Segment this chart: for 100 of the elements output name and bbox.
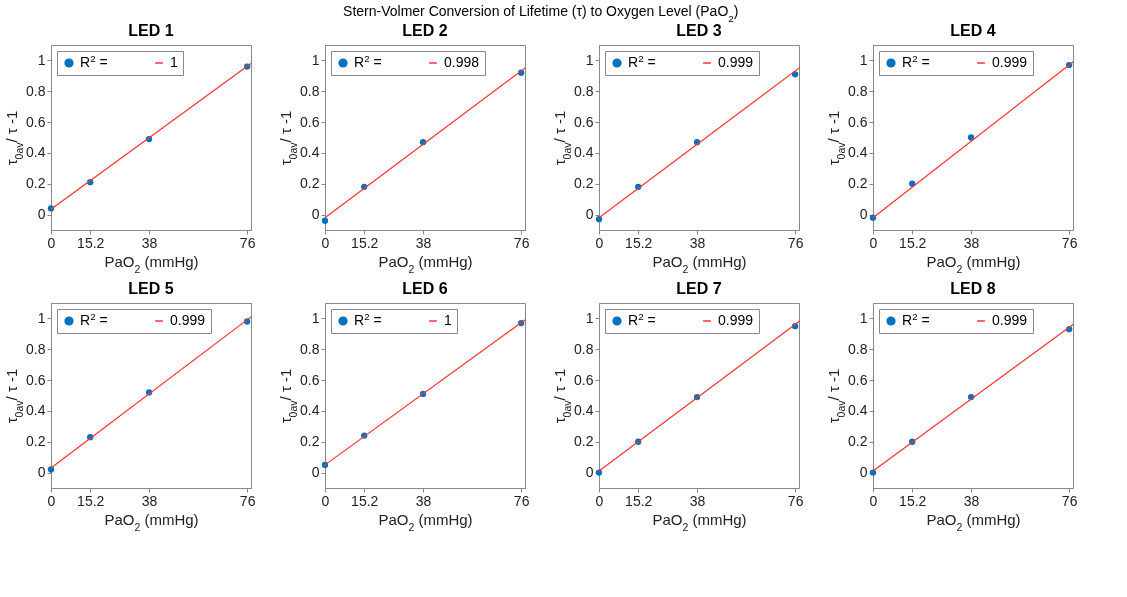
y-tick-label: 1: [859, 51, 868, 68]
y-tick-label: 0: [859, 206, 868, 223]
y-tick-label: 0.8: [574, 82, 594, 99]
x-tick-label: 38: [415, 234, 432, 251]
x-tick-label: 76: [1061, 234, 1078, 251]
x-axis-title: PaO$_{2}$ (mmHg): [378, 252, 473, 275]
y-tick-label: 0.2: [300, 433, 320, 450]
x-axis-title: PaO$_{2}$ (mmHg): [926, 510, 1021, 533]
y-tick-label: 0.2: [26, 433, 46, 450]
y-tick-label: 0.6: [574, 371, 594, 388]
chart-title: LED 6: [402, 280, 448, 297]
y-tick-label: 0.2: [848, 433, 868, 450]
x-tick-label: 76: [787, 492, 804, 509]
x-tick-label: 15.2: [351, 234, 379, 251]
legend-label: 0.999: [992, 54, 1028, 70]
chart-title: LED 8: [950, 280, 996, 297]
legend-label: 0.999: [718, 312, 754, 328]
y-tick-label: 1: [37, 309, 46, 326]
chart-title: LED 1: [128, 22, 174, 39]
x-axis-title: PaO$_{2}$ (mmHg): [104, 510, 199, 533]
y-tick-label: 0.4: [848, 402, 868, 419]
legend-label: 0.998: [444, 54, 480, 70]
y-tick-label: 0: [585, 206, 594, 223]
x-tick-label: 38: [963, 234, 980, 251]
y-tick-label: 0.2: [574, 433, 594, 450]
y-tick-label: 1: [311, 51, 320, 68]
y-tick-label: 0.4: [300, 402, 320, 419]
legend-label: R$^{2}$ =: [354, 52, 382, 70]
legend-label: R$^{2}$ =: [80, 310, 108, 328]
x-tick-label: 76: [1061, 492, 1078, 509]
chart-title: LED 5: [128, 280, 174, 297]
x-tick-label: 38: [415, 492, 432, 509]
x-tick-label: 38: [963, 492, 980, 509]
y-tick-label: 0.6: [26, 371, 46, 388]
legend-label: R$^{2}$ =: [628, 52, 656, 70]
x-tick-label: 15.2: [77, 492, 105, 509]
y-tick-label: 0: [311, 206, 320, 223]
legend-label: R$^{2}$ =: [354, 310, 382, 328]
x-axis-title: PaO$_{2}$ (mmHg): [104, 252, 199, 275]
x-axis-title: PaO$_{2}$ (mmHg): [652, 510, 747, 533]
y-tick-label: 1: [585, 309, 594, 326]
y-tick-label: 0.6: [300, 113, 320, 130]
x-axis-title: PaO$_{2}$ (mmHg): [652, 252, 747, 275]
x-tick-label: 15.2: [351, 492, 379, 509]
x-tick-label: 76: [787, 234, 804, 251]
legend-label: 0.999: [992, 312, 1028, 328]
legend-label: 1: [444, 312, 452, 328]
point: [967, 134, 975, 141]
y-tick-label: 0: [311, 464, 320, 481]
chart-title: LED 4: [950, 22, 996, 39]
x-tick-label: 76: [239, 492, 256, 509]
point: [869, 469, 877, 476]
y-tick-label: 0.2: [848, 175, 868, 192]
y-tick-label: 1: [311, 309, 320, 326]
y-tick-label: 0.8: [26, 82, 46, 99]
y-tick-label: 0.4: [574, 144, 594, 161]
y-tick-label: 0.4: [300, 144, 320, 161]
legend-label: 0.999: [718, 54, 754, 70]
x-tick-label: 76: [513, 492, 530, 509]
point: [321, 217, 329, 224]
legend-label: 1: [170, 54, 178, 70]
y-tick-label: 1: [37, 51, 46, 68]
x-axis-title: PaO$_{2}$ (mmHg): [378, 510, 473, 533]
x-tick-label: 15.2: [899, 492, 927, 509]
y-tick-label: 0.8: [848, 340, 868, 357]
y-tick-label: 0.4: [26, 402, 46, 419]
legend-label: R$^{2}$ =: [902, 52, 930, 70]
y-tick-label: 0: [37, 206, 46, 223]
y-tick-label: 0.6: [26, 113, 46, 130]
point: [47, 466, 55, 473]
x-tick-label: 38: [141, 492, 158, 509]
y-tick-label: 0.6: [574, 113, 594, 130]
y-tick-label: 0.4: [574, 402, 594, 419]
legend-label: R$^{2}$ =: [902, 310, 930, 328]
text: Stern-Volmer Conversion of Lifetime (τ) to Oxygen Level (PaO$_{2}$): [343, 2, 739, 23]
y-tick-label: 0.4: [848, 144, 868, 161]
x-tick-label: 15.2: [625, 234, 653, 251]
y-tick-label: 0.4: [26, 144, 46, 161]
y-tick-label: 0.6: [848, 371, 868, 388]
y-tick-label: 1: [859, 309, 868, 326]
x-tick-label: 76: [239, 234, 256, 251]
chart-title: LED 3: [676, 22, 722, 39]
x-tick-label: 38: [689, 234, 706, 251]
x-tick-label: 38: [141, 234, 158, 251]
y-tick-label: 0.8: [300, 340, 320, 357]
chart-title: LED 2: [402, 22, 448, 39]
y-tick-label: 0.6: [300, 371, 320, 388]
y-tick-label: 0.2: [574, 175, 594, 192]
y-tick-label: 0.2: [26, 175, 46, 192]
y-tick-label: 0: [37, 464, 46, 481]
y-tick-label: 0: [585, 464, 594, 481]
x-tick-label: 15.2: [77, 234, 105, 251]
y-tick-label: 0.8: [574, 340, 594, 357]
legend-label: 0.999: [170, 312, 206, 328]
y-tick-label: 0.2: [300, 175, 320, 192]
y-tick-label: 0.8: [26, 340, 46, 357]
y-tick-label: 1: [585, 51, 594, 68]
y-tick-label: 0.6: [848, 113, 868, 130]
point: [595, 469, 603, 476]
y-tick-label: 0.8: [300, 82, 320, 99]
